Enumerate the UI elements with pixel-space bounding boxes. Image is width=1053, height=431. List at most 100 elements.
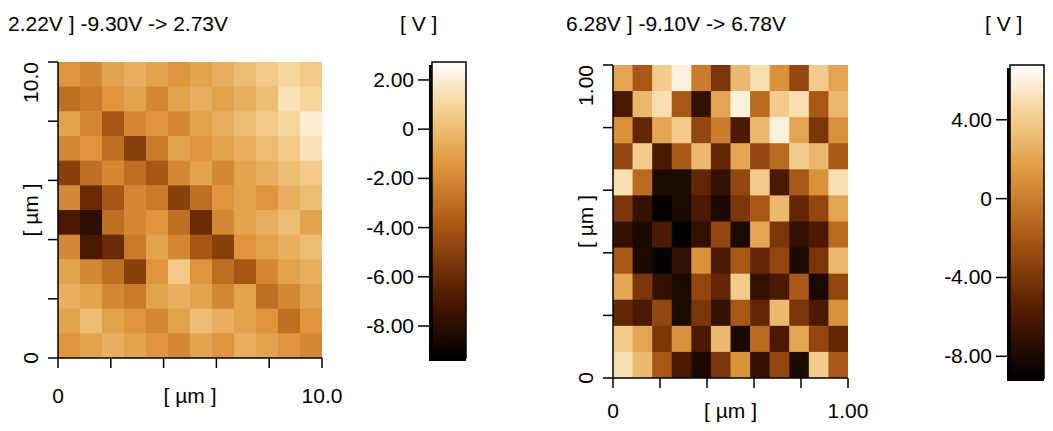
cell [102, 309, 125, 334]
cell [828, 65, 848, 92]
cell [80, 333, 103, 358]
colorbar-tick-label: 4.00 [951, 108, 992, 131]
x-tick [321, 358, 323, 368]
cell [190, 210, 213, 235]
cell [300, 235, 322, 260]
y-tick [48, 298, 58, 300]
cell [278, 185, 301, 210]
colorbar-title: [ V ] [400, 12, 437, 35]
cell [146, 259, 169, 284]
cell [652, 300, 672, 327]
cell [146, 185, 169, 210]
colorbar-shadow [1010, 378, 1044, 381]
cell [789, 195, 809, 222]
title: 6.28V ] -9.10V -> 6.78V [566, 12, 786, 35]
figure: 2.22V ] -9.30V -> 2.73V010.0[ µm ]010.0[… [0, 0, 1053, 431]
cell [212, 161, 235, 186]
cell [212, 309, 235, 334]
cell [652, 352, 672, 378]
x-tick [800, 378, 802, 388]
colorbar-tick-label: -2.00 [366, 166, 414, 189]
cell [672, 65, 692, 92]
cell [212, 136, 235, 161]
cell [750, 65, 770, 92]
cell [672, 248, 692, 275]
x-tick-label: 0 [52, 384, 64, 407]
cell [146, 309, 169, 334]
cell [672, 91, 692, 118]
cell [234, 111, 257, 136]
cell [770, 222, 790, 249]
cell [256, 309, 279, 334]
cell [80, 62, 103, 87]
panel: 6.28V ] -9.10V -> 6.78V01.00[ µm ]01.00[… [566, 12, 1044, 422]
cell [652, 117, 672, 144]
x-tick [216, 358, 218, 368]
cell [278, 309, 301, 334]
cell [809, 352, 829, 378]
cell [613, 326, 633, 353]
colorbar [432, 62, 466, 358]
cell [828, 195, 848, 222]
x-tick [753, 378, 755, 388]
cell [613, 195, 633, 222]
cell [672, 222, 692, 249]
cell [789, 117, 809, 144]
cell [633, 248, 653, 275]
cell [613, 300, 633, 327]
cell [613, 274, 633, 301]
cell [691, 300, 711, 327]
colorbar-title: [ V ] [985, 12, 1022, 35]
cell [711, 117, 731, 144]
y-axis [57, 62, 59, 358]
cell [731, 222, 751, 249]
cell [789, 352, 809, 378]
colorbar-tick-label: -6.00 [366, 265, 414, 288]
cell [168, 333, 191, 358]
cell [711, 65, 731, 92]
cell [672, 143, 692, 170]
cell [652, 91, 672, 118]
cell [789, 300, 809, 327]
cell [278, 333, 301, 358]
cell [146, 235, 169, 260]
cell [770, 169, 790, 196]
cell [168, 284, 191, 309]
cell [770, 91, 790, 118]
cell [770, 143, 790, 170]
y-tick [48, 357, 58, 359]
x-tick-label: 10.0 [302, 384, 343, 407]
cell [212, 333, 235, 358]
cell [750, 143, 770, 170]
cell [613, 169, 633, 196]
cell [300, 284, 322, 309]
cell [212, 259, 235, 284]
cell [613, 117, 633, 144]
cell [80, 161, 103, 186]
cell [146, 210, 169, 235]
x-tick [612, 378, 614, 388]
cell [102, 111, 125, 136]
cell [190, 87, 213, 112]
colorbar-shadow [1007, 68, 1010, 381]
cell [278, 210, 301, 235]
cell [613, 248, 633, 275]
cell [300, 87, 322, 112]
cell [190, 62, 213, 87]
cell [168, 309, 191, 334]
cell [212, 111, 235, 136]
cell [300, 333, 322, 358]
y-axis [612, 65, 614, 378]
cell [168, 259, 191, 284]
cell [102, 185, 125, 210]
cell [300, 210, 322, 235]
cell [828, 248, 848, 275]
cell [711, 195, 731, 222]
cell [809, 300, 829, 327]
cell [633, 352, 653, 378]
cell [102, 87, 125, 112]
cell [278, 87, 301, 112]
cell [256, 111, 279, 136]
cell [212, 87, 235, 112]
colorbar-tick [418, 227, 429, 229]
